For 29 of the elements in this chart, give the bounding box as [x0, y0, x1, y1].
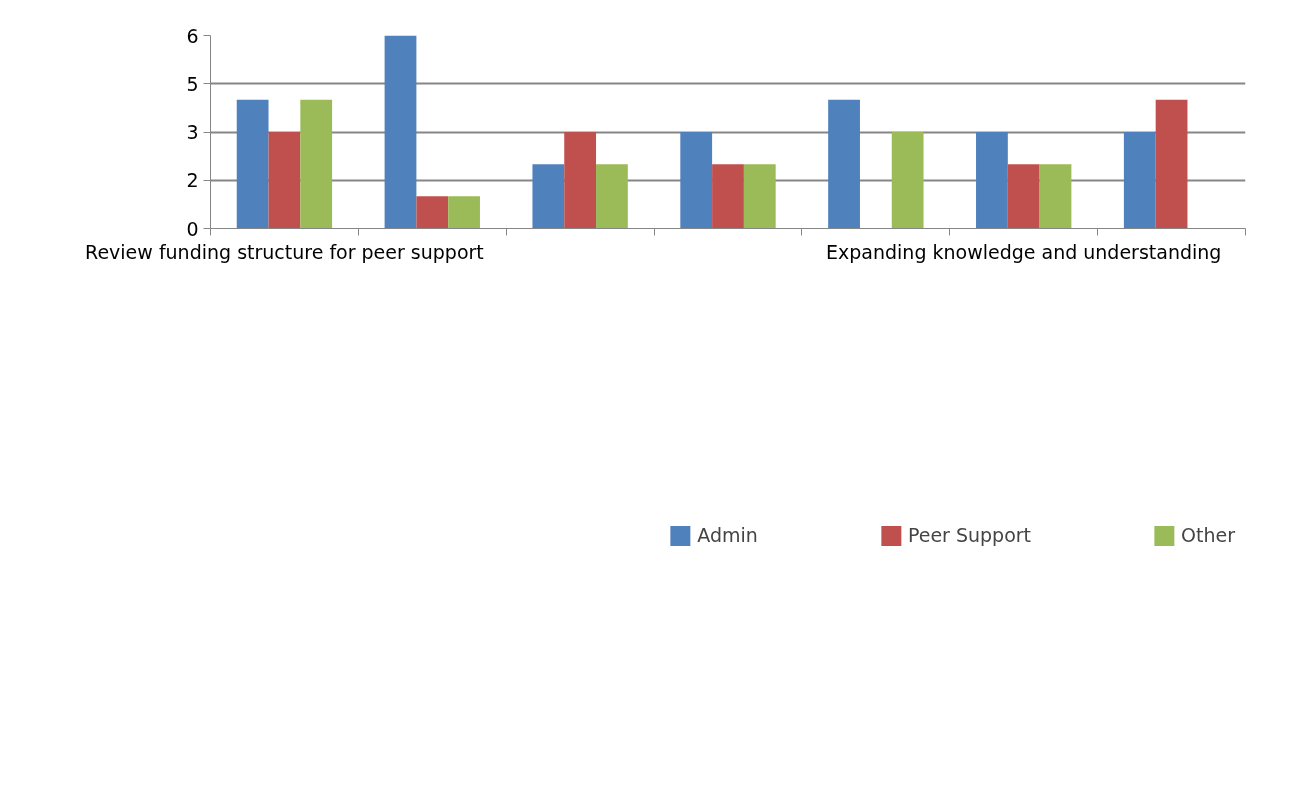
bar: [564, 132, 597, 229]
y-tick-label: 3: [186, 121, 199, 143]
bar: [891, 132, 924, 229]
bar: [268, 132, 301, 229]
bar: [1007, 164, 1040, 229]
bar: [828, 99, 860, 229]
bar: [384, 35, 417, 229]
x-tick-label: Expanding knowledge and understanding: [826, 240, 1222, 263]
y-tick-label: 6: [186, 24, 199, 47]
x-tick-label: Review funding structure for peer support: [85, 240, 484, 263]
bar: [300, 99, 333, 229]
bar: [416, 196, 449, 229]
bar: [448, 196, 480, 229]
bar: [976, 132, 1008, 229]
bar: [680, 132, 713, 229]
y-tick-label: 0: [186, 217, 199, 240]
bar: [1155, 99, 1188, 229]
y-tick-label: 5: [186, 72, 199, 95]
bar: [532, 164, 565, 229]
legend-label: Other: [1181, 524, 1235, 546]
bar: [596, 164, 628, 229]
legend-label: Admin: [697, 524, 758, 546]
bar: [743, 164, 776, 229]
legend-label: Peer Support: [907, 524, 1032, 546]
bar: [712, 164, 744, 229]
bar: [1123, 132, 1156, 229]
bar: [1039, 164, 1072, 229]
y-tick-label: 2: [186, 169, 199, 192]
bar: [236, 99, 269, 229]
